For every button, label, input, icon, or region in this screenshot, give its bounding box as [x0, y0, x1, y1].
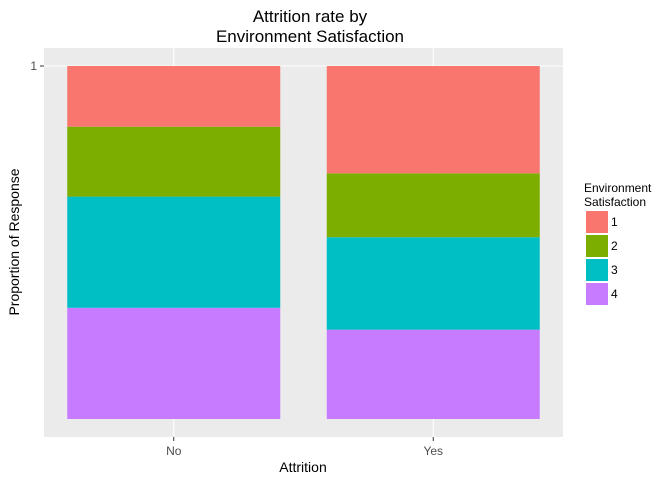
- bars: [67, 66, 540, 419]
- legend-title-line-1: Environment: [584, 181, 652, 195]
- bar-yes-level-3: [326, 237, 540, 330]
- legend-swatch-4: [586, 283, 608, 305]
- legend-label-4: 4: [611, 287, 618, 301]
- bar-yes-level-4: [326, 329, 540, 419]
- bar-no-level-2: [67, 126, 281, 197]
- chart-title-line-2: Environment Satisfaction: [216, 27, 404, 46]
- x-axis-title: Attrition: [279, 459, 326, 475]
- legend-label-1: 1: [611, 215, 618, 229]
- legend-swatch-2: [586, 235, 608, 257]
- chart-title-line-1: Attrition rate by: [253, 7, 368, 26]
- bar-no-level-1: [67, 66, 281, 127]
- bar-no-level-4: [67, 307, 281, 419]
- axes: 1 No Yes: [30, 59, 443, 458]
- legend-label-2: 2: [611, 239, 618, 253]
- y-tick-label: 1: [30, 59, 37, 73]
- bar-yes-level-1: [326, 66, 540, 174]
- legend-swatch-1: [586, 211, 608, 233]
- x-tick-label-no: No: [166, 444, 182, 458]
- legend: Environment Satisfaction 1 2 3 4: [584, 181, 652, 305]
- legend-items: 1 2 3 4: [586, 211, 618, 305]
- bar-yes-level-2: [326, 173, 540, 238]
- legend-title-line-2: Satisfaction: [584, 195, 646, 209]
- bar-no-level-3: [67, 196, 281, 308]
- legend-swatch-3: [586, 259, 608, 281]
- y-axis-title: Proportion of Response: [6, 168, 22, 315]
- x-tick-label-yes: Yes: [423, 444, 443, 458]
- legend-label-3: 3: [611, 263, 618, 277]
